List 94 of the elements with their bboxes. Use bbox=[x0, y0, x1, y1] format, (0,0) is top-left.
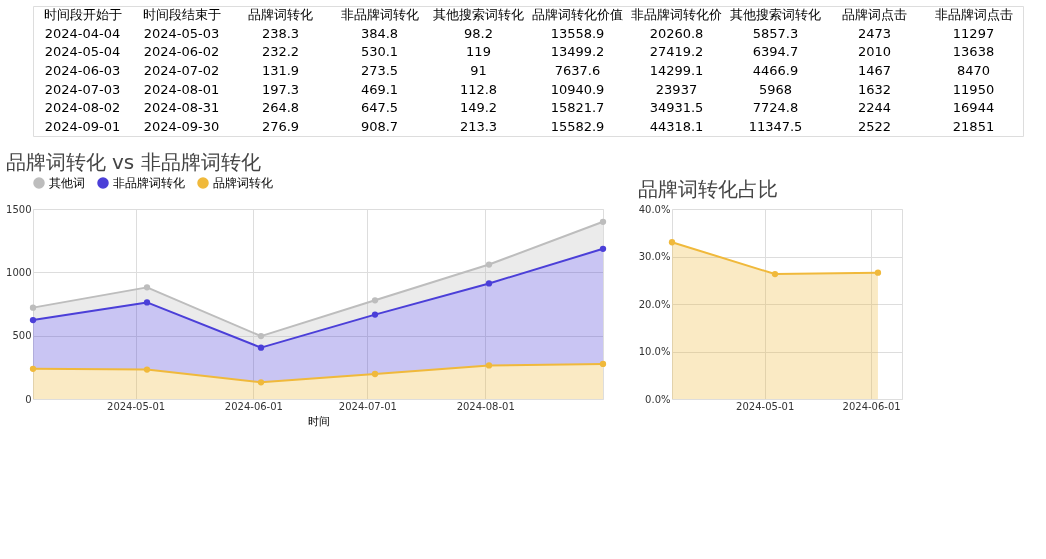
text: 2024-07-03 bbox=[44, 81, 121, 97]
category-label: 品牌词点击 bbox=[842, 7, 907, 23]
category-label: 非品牌词点击 bbox=[934, 7, 1013, 23]
text: 384.8 bbox=[360, 25, 399, 41]
text: 530.1 bbox=[360, 44, 399, 60]
text: 2473 bbox=[857, 25, 892, 41]
text: 2024-08-31 bbox=[143, 100, 220, 116]
text: 15821.7 bbox=[550, 100, 605, 116]
text: 91 bbox=[470, 63, 487, 78]
category-label: 品牌词转化价值 bbox=[532, 7, 623, 23]
text: 112.8 bbox=[459, 81, 498, 97]
text: 8470 bbox=[956, 63, 991, 78]
x-axis-title: 时间 bbox=[307, 414, 330, 428]
y-tick-label: 0 bbox=[25, 393, 32, 405]
legend-label: 非品牌词转化 bbox=[113, 176, 185, 190]
text: 264.8 bbox=[261, 100, 300, 116]
point bbox=[668, 239, 676, 246]
text: 2024-06-03 bbox=[44, 63, 121, 78]
category-label: 非品牌词转化价 bbox=[631, 7, 722, 23]
text: 11297 bbox=[952, 25, 995, 41]
chart-title: 品牌词转化 vs 非品牌词转化 bbox=[5, 150, 261, 174]
text: 15582.9 bbox=[550, 118, 605, 134]
text: 2024-08-02 bbox=[44, 100, 121, 116]
text: 4466.9 bbox=[752, 63, 799, 78]
text: 98.2 bbox=[464, 25, 493, 41]
text: 44318.1 bbox=[649, 118, 704, 134]
text: 2024-05-04 bbox=[44, 44, 121, 60]
legend-label: 其他词 bbox=[49, 176, 85, 190]
text: 1632 bbox=[857, 81, 892, 97]
point bbox=[874, 269, 882, 276]
text: 2522 bbox=[857, 118, 892, 134]
text: 5857.3 bbox=[752, 25, 799, 41]
text: 149.2 bbox=[459, 100, 498, 116]
text: 13558.9 bbox=[550, 25, 605, 41]
text: 2024-09-30 bbox=[143, 118, 220, 134]
text: 23937 bbox=[655, 81, 698, 97]
chart-title: 品牌词转化占比 bbox=[638, 177, 779, 201]
text: 20260.8 bbox=[649, 25, 704, 41]
text: 213.3 bbox=[459, 118, 498, 134]
y-tick-label: 40.0% bbox=[638, 203, 671, 215]
text: 13499.2 bbox=[550, 44, 605, 60]
text: 119 bbox=[466, 44, 491, 60]
text: 197.3 bbox=[261, 81, 300, 97]
y-tick-label: 1500 bbox=[6, 203, 32, 215]
text: 14299.1 bbox=[649, 63, 704, 78]
category-label: 时间段开始于 bbox=[43, 7, 122, 23]
text: 2024-07-02 bbox=[143, 63, 220, 78]
text: 27419.2 bbox=[649, 44, 704, 60]
text: 131.9 bbox=[261, 63, 300, 78]
x-tick-label: 2024-07-01 bbox=[338, 400, 397, 412]
text: 2024-05-03 bbox=[143, 25, 220, 41]
y-tick-label: 30.0% bbox=[638, 251, 671, 262]
x-tick-label: 2024-08-01 bbox=[456, 400, 515, 412]
text: 6394.7 bbox=[752, 44, 799, 60]
text: 2010 bbox=[857, 44, 892, 60]
text: 10940.9 bbox=[550, 81, 605, 97]
text: 2024-04-04 bbox=[44, 25, 121, 41]
text: 276.9 bbox=[261, 118, 300, 134]
y-tick-label: 500 bbox=[12, 330, 32, 342]
x-tick-label: 2024-06-01 bbox=[224, 400, 283, 412]
y-tick-label: 20.0% bbox=[638, 298, 671, 310]
text: 5968 bbox=[758, 81, 793, 97]
x-tick-label: 2024-05-01 bbox=[736, 400, 795, 412]
text: 7637.6 bbox=[554, 63, 601, 78]
category-label: 其他搜索词转化 bbox=[730, 7, 821, 23]
text: 2024-06-02 bbox=[143, 44, 220, 60]
y-tick-label: 0.0% bbox=[645, 393, 671, 405]
text: 11347.5 bbox=[748, 118, 803, 134]
text: 1467 bbox=[857, 63, 892, 78]
text: 469.1 bbox=[360, 81, 399, 97]
legend-label: 品牌词转化 bbox=[213, 176, 273, 190]
text: 238.3 bbox=[261, 25, 300, 41]
text: 2024-08-01 bbox=[143, 81, 220, 97]
point bbox=[771, 270, 779, 278]
text: 647.5 bbox=[360, 100, 399, 116]
text: 34931.5 bbox=[649, 100, 704, 116]
category-label: 其他搜索词转化 bbox=[433, 7, 524, 23]
text: 21851 bbox=[952, 118, 995, 134]
x-tick-label: 2024-06-01 bbox=[842, 400, 901, 412]
y-tick-label: 10.0% bbox=[638, 346, 671, 357]
category-label: 时间段结束于 bbox=[142, 7, 221, 23]
text: 11950 bbox=[952, 81, 995, 97]
text: 13638 bbox=[952, 44, 995, 60]
x-tick-label: 2024-05-01 bbox=[107, 400, 166, 412]
text: 7724.8 bbox=[752, 100, 799, 116]
text: 908.7 bbox=[360, 118, 399, 134]
text: 16944 bbox=[952, 100, 995, 116]
text: 2024-09-01 bbox=[44, 118, 121, 134]
text: 232.2 bbox=[261, 44, 300, 60]
category-label: 品牌词转化 bbox=[248, 7, 313, 23]
text: 273.5 bbox=[360, 63, 399, 78]
text: 2244 bbox=[857, 100, 892, 116]
y-tick-label: 1000 bbox=[6, 266, 32, 278]
category-label: 非品牌词转化 bbox=[340, 7, 419, 23]
